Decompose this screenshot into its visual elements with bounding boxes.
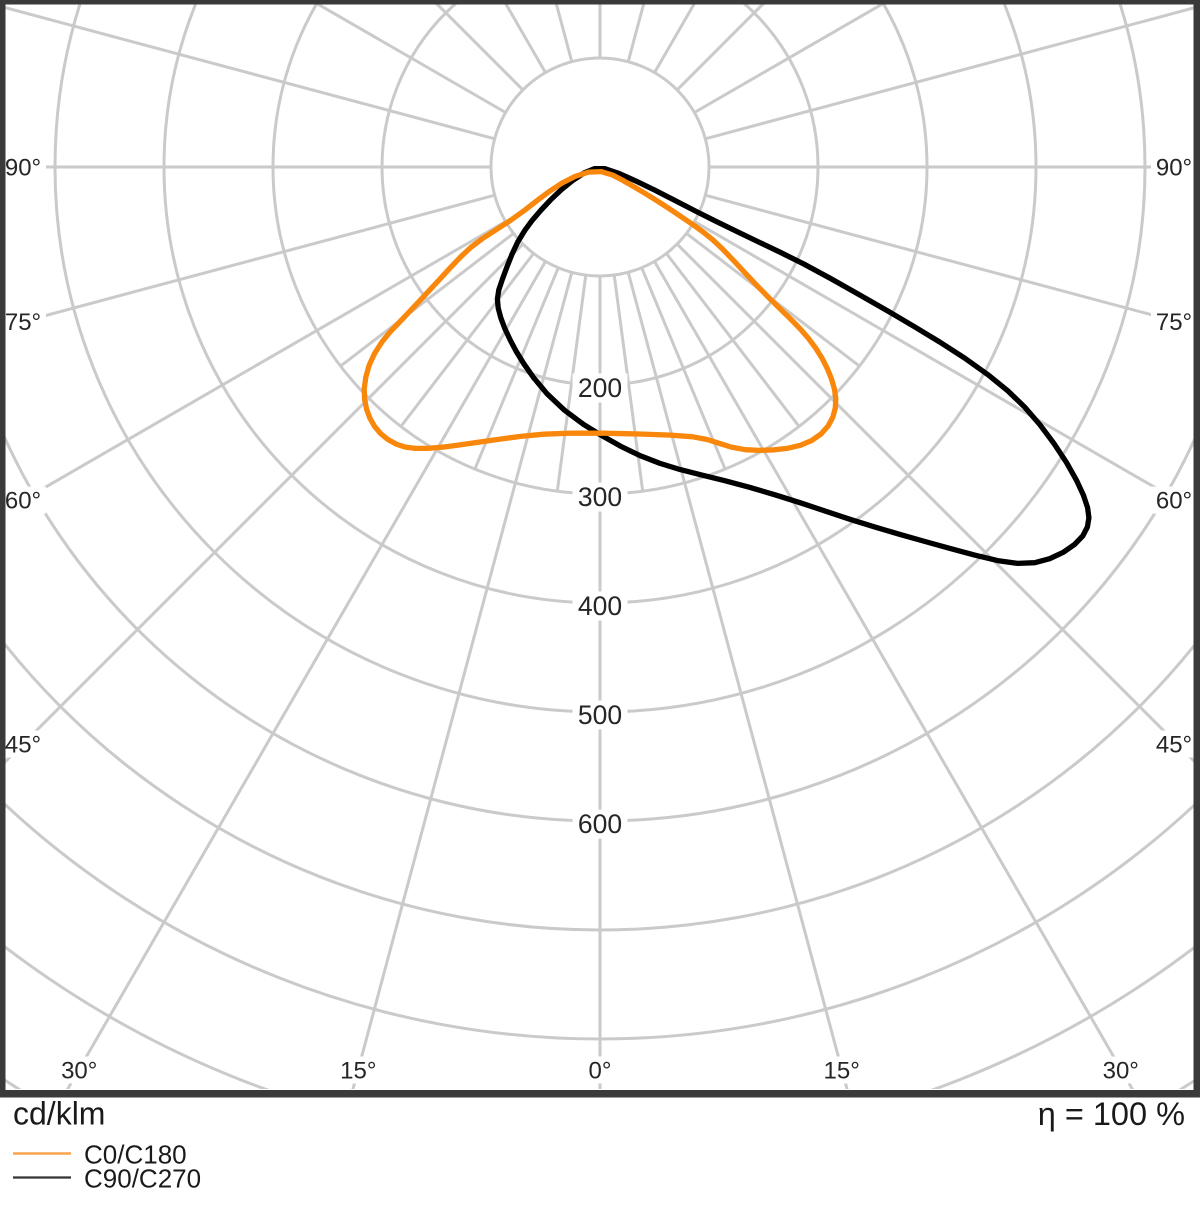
svg-text:60°: 60° [5, 487, 41, 514]
svg-text:0°: 0° [589, 1057, 612, 1084]
svg-text:η = 100 %: η = 100 % [1038, 1096, 1185, 1132]
svg-text:15°: 15° [824, 1057, 860, 1084]
svg-text:75°: 75° [5, 309, 41, 336]
svg-text:90°: 90° [5, 154, 41, 181]
svg-text:300: 300 [578, 482, 622, 512]
svg-text:500: 500 [578, 700, 622, 730]
svg-text:45°: 45° [1156, 731, 1192, 758]
svg-text:cd/klm: cd/klm [13, 1096, 105, 1132]
svg-text:15°: 15° [340, 1057, 376, 1084]
svg-text:30°: 30° [1103, 1057, 1139, 1084]
svg-text:400: 400 [578, 591, 622, 621]
svg-text:30°: 30° [61, 1057, 97, 1084]
svg-text:60°: 60° [1156, 487, 1192, 514]
svg-text:90°: 90° [1156, 154, 1192, 181]
svg-text:45°: 45° [5, 731, 41, 758]
svg-text:200: 200 [578, 373, 622, 403]
svg-text:75°: 75° [1156, 309, 1192, 336]
svg-text:C90/C270: C90/C270 [84, 1164, 201, 1194]
svg-text:600: 600 [578, 809, 622, 839]
